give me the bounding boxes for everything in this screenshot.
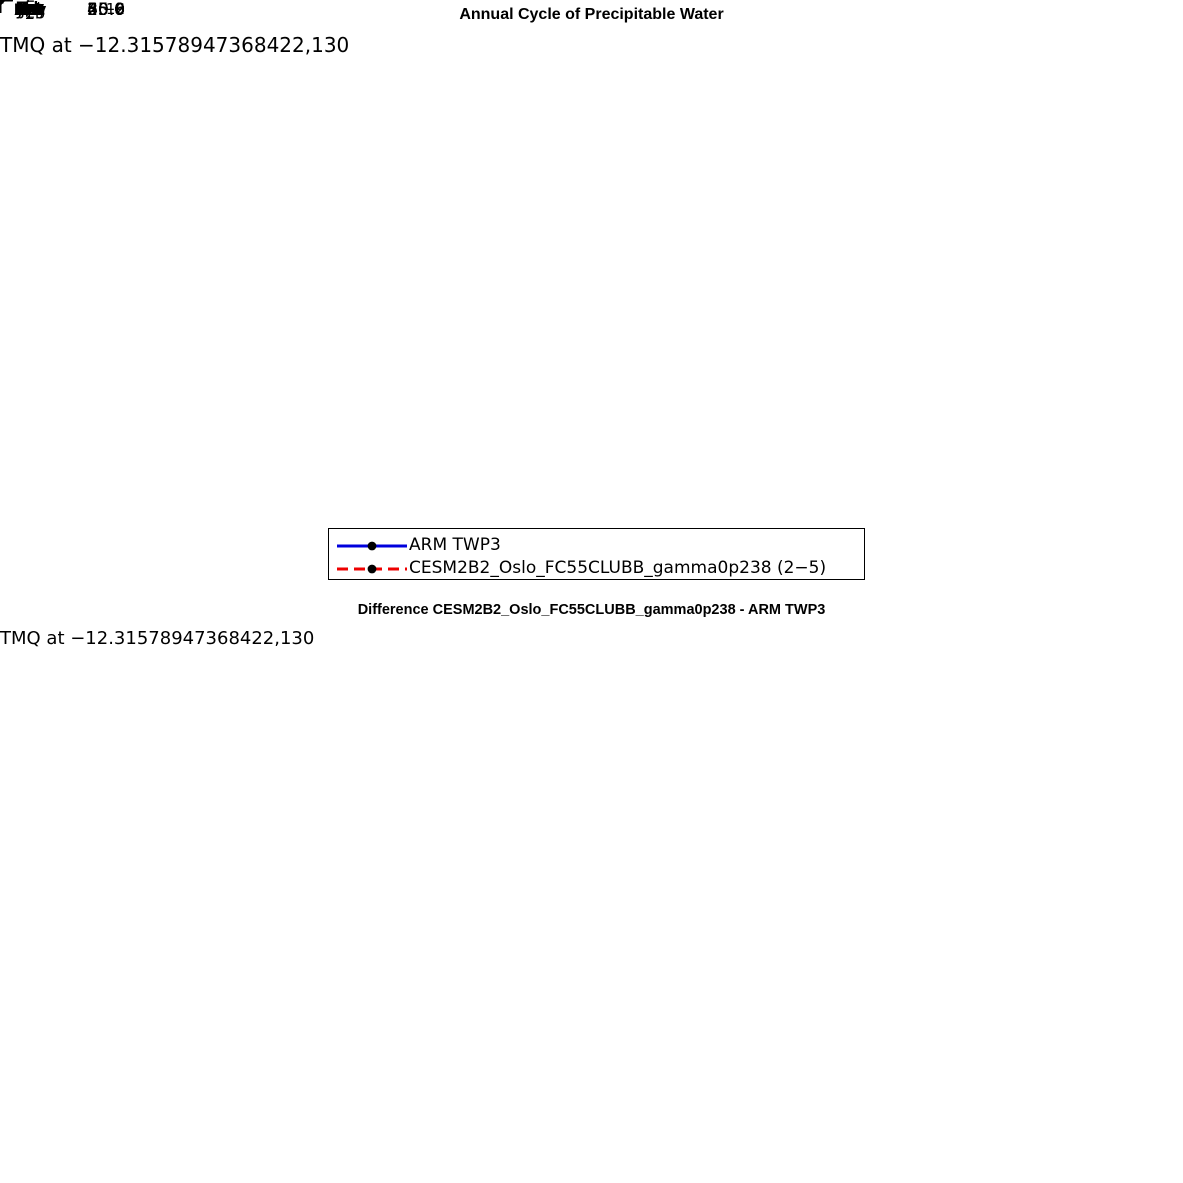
y-tick-label: 35.0 xyxy=(87,0,125,20)
x-tick-label: Dec xyxy=(16,0,44,16)
x-tick-label: Mar xyxy=(14,0,46,19)
y-axis-title-bottom: mm xyxy=(23,0,37,19)
x-tick-label: Jul xyxy=(20,0,40,19)
y-tick-label: 55.0 xyxy=(87,0,125,20)
y-tick-label: 25.0 xyxy=(87,0,125,20)
x-tick-label: Oct xyxy=(17,0,43,16)
x-tick-label: Jan xyxy=(17,0,43,19)
x-tick-label: Apr xyxy=(16,0,44,19)
x-tick-label: Sep xyxy=(14,0,46,19)
x-tick-label: Jan xyxy=(17,0,43,19)
data-point-marker xyxy=(0,0,5,5)
x-tick-label: Mar xyxy=(16,0,44,16)
x-tick-label: Nov xyxy=(14,0,46,19)
panel-title-bottom: Difference CESM2B2_Oslo_FC55CLUBB_gamma0… xyxy=(357,602,826,618)
legend-entry-label: ARM TWP3 xyxy=(409,535,501,555)
y-tick-label: 60.0 xyxy=(87,0,125,20)
y-tick-label: 9 xyxy=(115,0,125,18)
x-tick-label: May xyxy=(15,0,45,16)
x-tick-label: Jun xyxy=(17,0,43,19)
x-tick-label: Feb xyxy=(17,0,43,16)
y-tick-label: 0 xyxy=(115,0,125,18)
x-tick-label: Jan xyxy=(19,0,41,16)
panel-subtitle-bottom: TMQ at −12.31578947368422,130 xyxy=(0,628,315,649)
legend-entry-label: CESM2B2_Oslo_FC55CLUBB_gamma0p238 (2−5) xyxy=(409,558,827,578)
y-tick-label: 3 xyxy=(115,0,125,18)
legend: ARM TWP3 CESM2B2_Oslo_FC55CLUBB_gamma0p23… xyxy=(328,528,865,580)
y-tick-label: 45.0 xyxy=(87,0,125,20)
y-tick-label: 50.0 xyxy=(87,0,125,20)
x-tick-label: Feb xyxy=(15,0,45,19)
legend-marker xyxy=(367,541,377,551)
x-tick-label: Jan xyxy=(19,0,41,16)
x-tick-label: Jun xyxy=(19,0,41,16)
x-tick-label: Aug xyxy=(14,0,46,19)
y-tick-label: −3 xyxy=(102,0,125,18)
x-tick-label: Aug xyxy=(16,0,44,16)
x-tick-label: Sep xyxy=(16,0,44,16)
x-tick-label: May xyxy=(13,0,47,19)
x-tick-label: Dec xyxy=(14,0,46,19)
x-tick-label: Oct xyxy=(16,0,44,19)
panel-title-top: Annual Cycle of Precipitable Water xyxy=(459,6,724,23)
y-tick-label: 6 xyxy=(115,0,125,18)
panel-subtitle-top: TMQ at −12.31578947368422,130 xyxy=(0,33,350,57)
x-tick-label: Apr xyxy=(17,0,43,16)
x-tick-label: Jul xyxy=(21,0,39,16)
legend-swatches xyxy=(337,541,407,574)
y-tick-label: 40.0 xyxy=(87,0,125,20)
legend-marker xyxy=(367,564,377,574)
y-tick-label: 30.0 xyxy=(87,0,125,20)
x-tick-label: Nov xyxy=(16,0,44,16)
y-tick-label: 12 xyxy=(105,0,125,18)
